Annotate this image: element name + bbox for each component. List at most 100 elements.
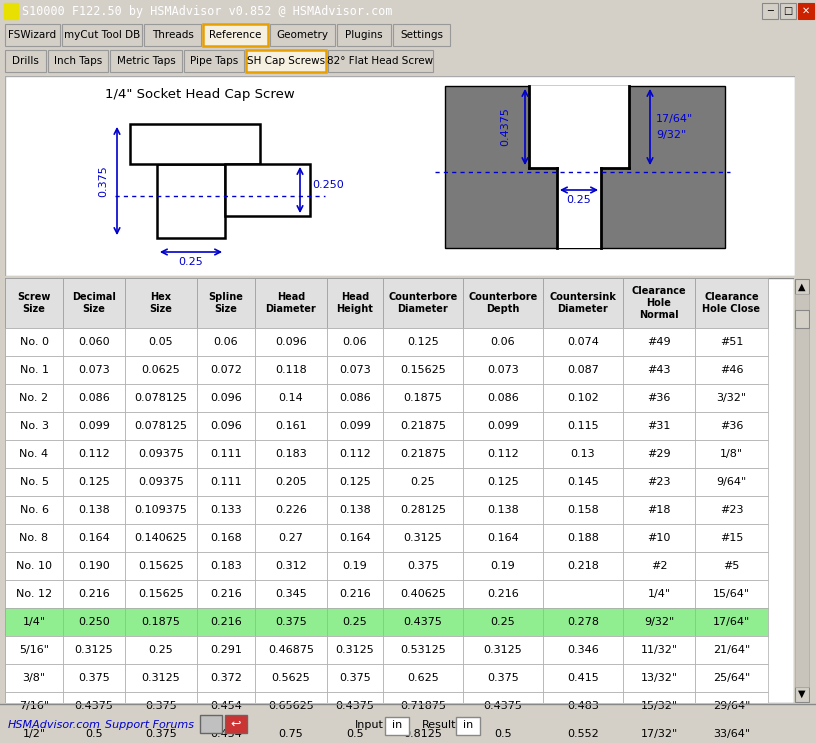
Text: 13/32": 13/32" <box>641 673 677 683</box>
Bar <box>383 664 463 692</box>
Text: 0.073: 0.073 <box>487 365 519 375</box>
Text: 11/32": 11/32" <box>641 645 677 655</box>
FancyBboxPatch shape <box>328 50 433 72</box>
Bar <box>225 715 247 733</box>
Bar <box>456 717 480 735</box>
Text: in: in <box>463 720 473 730</box>
Text: ▲: ▲ <box>798 282 805 292</box>
Bar <box>695 664 768 692</box>
Bar <box>463 440 543 468</box>
Bar <box>695 278 768 328</box>
Text: 0.183: 0.183 <box>211 561 242 571</box>
Bar <box>125 356 197 384</box>
Text: #15: #15 <box>720 533 743 543</box>
Text: 33/64": 33/64" <box>713 729 750 739</box>
Text: 1/4" Socket Head Cap Screw: 1/4" Socket Head Cap Screw <box>105 88 295 101</box>
Text: 0.205: 0.205 <box>275 477 307 487</box>
Text: Settings: Settings <box>400 30 443 40</box>
Bar <box>383 608 463 636</box>
Text: 0.118: 0.118 <box>275 365 307 375</box>
Text: #46: #46 <box>720 365 743 375</box>
Bar <box>255 328 327 356</box>
Text: 0.3125: 0.3125 <box>335 645 375 655</box>
Text: No. 1: No. 1 <box>20 365 48 375</box>
Bar <box>125 580 197 608</box>
Text: #2: #2 <box>650 561 667 571</box>
Bar <box>197 552 255 580</box>
Bar <box>383 278 463 328</box>
Bar <box>5 278 63 328</box>
Bar <box>255 384 327 412</box>
Text: 0.0625: 0.0625 <box>142 365 180 375</box>
Bar <box>463 608 543 636</box>
Bar <box>543 552 623 580</box>
Text: 0.3125: 0.3125 <box>74 645 113 655</box>
Bar <box>383 580 463 608</box>
Text: #10: #10 <box>647 533 671 543</box>
Bar <box>695 440 768 468</box>
Text: #36: #36 <box>647 393 671 403</box>
Bar <box>125 278 197 328</box>
FancyBboxPatch shape <box>184 50 244 72</box>
Text: 0.138: 0.138 <box>487 505 519 515</box>
Text: #31: #31 <box>647 421 671 431</box>
Bar <box>5 720 63 743</box>
Text: #5: #5 <box>723 561 739 571</box>
Bar <box>197 580 255 608</box>
Bar <box>327 608 383 636</box>
Text: 0.140625: 0.140625 <box>135 533 188 543</box>
FancyBboxPatch shape <box>270 24 335 46</box>
Bar <box>125 552 197 580</box>
Bar <box>327 278 383 328</box>
Bar <box>463 692 543 720</box>
Bar <box>463 328 543 356</box>
Text: 0.14: 0.14 <box>278 393 304 403</box>
Bar <box>327 440 383 468</box>
Bar <box>125 328 197 356</box>
Text: 0.4375: 0.4375 <box>500 108 510 146</box>
Text: 0.375: 0.375 <box>78 673 110 683</box>
Bar <box>197 278 255 328</box>
Text: Result: Result <box>422 720 456 730</box>
Bar <box>63 524 125 552</box>
Bar <box>125 440 197 468</box>
Bar <box>255 496 327 524</box>
Bar <box>543 328 623 356</box>
FancyBboxPatch shape <box>62 24 142 46</box>
Text: 0.25: 0.25 <box>490 617 516 627</box>
Bar <box>383 524 463 552</box>
Bar <box>327 524 383 552</box>
Text: 0.375: 0.375 <box>145 701 177 711</box>
Text: 0.138: 0.138 <box>78 505 110 515</box>
Bar <box>623 412 695 440</box>
Bar <box>5 524 63 552</box>
Bar <box>255 636 327 664</box>
Bar <box>63 278 125 328</box>
Bar <box>255 720 327 743</box>
Bar <box>623 692 695 720</box>
Text: 0.168: 0.168 <box>211 533 242 543</box>
FancyBboxPatch shape <box>48 50 108 72</box>
Text: 0.375: 0.375 <box>339 673 371 683</box>
Text: 0.25: 0.25 <box>410 477 436 487</box>
Text: 0.53125: 0.53125 <box>400 645 446 655</box>
Text: Pipe Taps: Pipe Taps <box>190 56 238 66</box>
Bar <box>255 692 327 720</box>
Text: 0.164: 0.164 <box>339 533 371 543</box>
Text: 0.099: 0.099 <box>78 421 110 431</box>
Text: No. 0: No. 0 <box>20 337 48 347</box>
Bar <box>463 636 543 664</box>
Text: #49: #49 <box>647 337 671 347</box>
Text: 0.111: 0.111 <box>211 477 242 487</box>
Bar <box>385 717 409 735</box>
Text: 0.226: 0.226 <box>275 505 307 515</box>
Text: 0.21875: 0.21875 <box>400 421 446 431</box>
Text: 0.073: 0.073 <box>78 365 110 375</box>
Text: ▼: ▼ <box>798 689 805 699</box>
Text: 0.454: 0.454 <box>210 701 242 711</box>
Text: Metric Taps: Metric Taps <box>117 56 175 66</box>
Text: 0.4375: 0.4375 <box>335 701 375 711</box>
Bar <box>130 124 260 164</box>
Text: 0.125: 0.125 <box>78 477 110 487</box>
Bar <box>327 328 383 356</box>
